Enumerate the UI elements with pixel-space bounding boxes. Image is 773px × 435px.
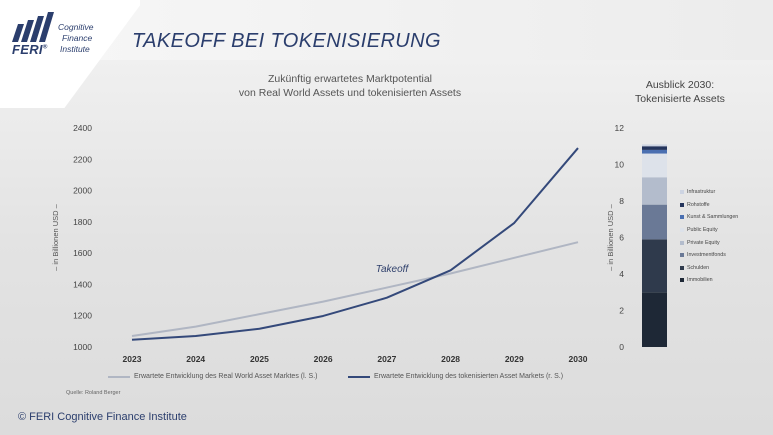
stack-legend-item: Public Equity: [680, 224, 770, 237]
stack-legend-item: Kunst & Sammlungen: [680, 211, 770, 224]
y-tick-label: 2400: [73, 123, 92, 133]
x-tick-label: 2027: [377, 354, 396, 364]
y-tick-label: 2000: [73, 186, 92, 196]
stack-legend-swatch: [680, 202, 684, 207]
logo-wordmark: FERI®: [12, 42, 48, 57]
stack-legend-label: Rohstoffe: [687, 201, 710, 208]
stack-chart-title: Ausblick 2030: Tokenisierte Assets: [620, 78, 740, 106]
stack-legend-swatch: [680, 265, 684, 270]
source-note: Quelle: Roland Berger: [66, 390, 121, 396]
stack-segment: [642, 149, 667, 154]
stack-legend-swatch: [680, 228, 684, 233]
feri-logo-icon: [12, 12, 54, 42]
stack-legend-label: Private Equity: [687, 239, 720, 246]
stack-segment: [642, 146, 667, 150]
x-tick-label: 2030: [569, 354, 588, 364]
legend-swatch-token: [348, 375, 370, 378]
series-line-token: [131, 147, 579, 341]
x-tick-label: 2025: [250, 354, 269, 364]
stack-segment: [642, 292, 667, 347]
legend-label-token: Erwartete Entwicklung des tokenisierten …: [374, 373, 564, 380]
legend-item-rwa: Erwartete Entwicklung des Real World Ass…: [108, 373, 318, 380]
stack-legend-label: Kunst & Sammlungen: [687, 214, 739, 221]
y2-axis-label: – in Billionen USD –: [606, 203, 615, 271]
stack-legend: Infrastruktur Rohstoffe Kunst & Sammlungen…: [680, 186, 770, 287]
stack-legend-label: Infrastruktur: [687, 189, 716, 196]
logo-tagline-line: Finance: [62, 33, 93, 43]
stack-legend-label: Public Equity: [687, 227, 718, 234]
x-tick-label: 2029: [505, 354, 524, 364]
stack-legend-label: Investmentfonds: [687, 252, 726, 259]
x-tick-label: 2026: [314, 354, 333, 364]
stack-legend-item: Investmentfonds: [680, 249, 770, 262]
series-line-rwa: [131, 241, 579, 338]
stack-legend-item: Infrastruktur: [680, 186, 770, 199]
legend-item-token: Erwartete Entwicklung des tokenisierten …: [348, 373, 563, 380]
y-axis-label: – in Billionen USD –: [51, 203, 60, 271]
stack-segment: [642, 144, 667, 147]
chart-subtitle-line: Zukünftig erwartetes Marktpotential: [268, 73, 432, 85]
stack-legend-item: Schulden: [680, 262, 770, 275]
y-tick-label: 1000: [73, 342, 92, 352]
y2-tick-label: 4: [619, 269, 624, 279]
takeoff-annotation: Takeoff: [376, 264, 410, 275]
x-tick-label: 2024: [186, 354, 205, 364]
copyright: © FERI Cognitive Finance Institute: [18, 411, 187, 423]
stack-legend-swatch: [680, 190, 684, 195]
y2-tick-label: 8: [619, 196, 624, 206]
stack-legend-item: Private Equity: [680, 236, 770, 249]
stack-legend-swatch: [680, 215, 684, 220]
stack-chart-title-line: Tokenisierte Assets: [635, 93, 725, 105]
y2-tick-label: 10: [615, 160, 625, 170]
logo-tagline-line: Institute: [60, 44, 90, 54]
page-title: TAKEOFF BEI TOKENISIERUNG: [132, 30, 441, 52]
logo-tagline: Cognitive Finance Institute: [58, 22, 118, 55]
y2-tick-label: 6: [619, 233, 624, 243]
legend-swatch-rwa: [108, 375, 130, 378]
y-tick-label: 1400: [73, 279, 92, 289]
x-tick-label: 2023: [123, 354, 142, 364]
stack-legend-label: Immobilien: [687, 277, 713, 284]
stack-segment: [642, 239, 667, 293]
stack-legend-swatch: [680, 240, 684, 245]
y-tick-label: 2200: [73, 154, 92, 164]
stack-legend-item: Immobilien: [680, 274, 770, 287]
x-tick-label: 2028: [441, 354, 460, 364]
logo-tagline-line: Cognitive: [58, 22, 94, 32]
stack-legend-item: Rohstoffe: [680, 199, 770, 212]
y-tick-label: 1800: [73, 217, 92, 227]
y2-tick-label: 0: [619, 342, 624, 352]
chart-subtitle-line: von Real World Assets und tokenisierten …: [238, 87, 462, 99]
stack-segment: [642, 177, 667, 205]
stack-legend-swatch: [680, 253, 684, 258]
legend-label-rwa: Erwartete Entwicklung des Real World Ass…: [134, 373, 318, 380]
y2-tick-label: 12: [615, 123, 625, 133]
stack-chart-title-line: Ausblick 2030:: [645, 79, 715, 91]
y-tick-label: 1600: [73, 248, 92, 258]
stack-legend-label: Schulden: [687, 264, 710, 271]
stack-segment: [642, 153, 667, 178]
y-tick-label: 1200: [73, 311, 92, 321]
y2-tick-label: 2: [619, 306, 624, 316]
stack-legend-swatch: [680, 278, 684, 283]
stack-segment: [642, 204, 667, 240]
chart-subtitle: Zukünftig erwartetes Marktpotential von …: [210, 72, 490, 100]
